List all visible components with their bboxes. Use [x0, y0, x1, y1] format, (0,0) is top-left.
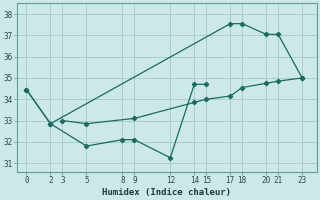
- X-axis label: Humidex (Indice chaleur): Humidex (Indice chaleur): [102, 188, 231, 197]
